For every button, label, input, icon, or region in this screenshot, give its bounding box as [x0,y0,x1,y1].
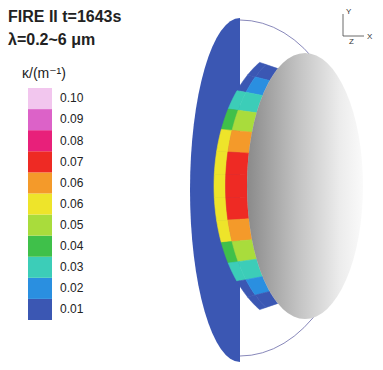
tick-label: 0.10 [60,91,84,105]
colorbar-swatch [28,151,52,172]
colorbar-tick: 0.07 [60,155,84,169]
triad-label: Y [346,7,352,16]
tick-label: 0.05 [60,218,84,232]
colorbar-swatch [28,130,52,151]
colorbar-tick: 0.08 [60,134,84,148]
colorbar-tick: 0.02 [60,281,84,295]
tick-label: 0.08 [60,134,84,148]
colorbar-swatch [28,278,52,299]
colorbar-tick: 0.04 [60,239,84,253]
colorbar-swatch [28,236,52,257]
colorbar-swatch [28,299,52,320]
contour-cell [226,152,249,175]
colorbar-tick: 0.09 [60,112,84,126]
tick-label: 0.07 [60,155,84,169]
triad-label: X [367,32,373,41]
colorbar-tick: 0.05 [60,218,84,232]
contour-cell [214,174,226,197]
colorbar-tick: 0.06 [60,197,84,211]
capsule [247,53,363,319]
colorbar: 0.01 0.02 0.03 0.04 0.05 0.06 0.06 0.07 0.08 0.09… [28,88,84,320]
colorbar-swatch [28,172,52,193]
tick-label: 0.02 [60,281,84,295]
tick-label: 0.03 [60,260,84,274]
contour-cell [228,219,252,242]
contour-cell [226,175,248,198]
contour-cell [226,197,249,220]
colorbar-tick: 0.03 [60,260,84,274]
colorbar-tick: 0.01 [60,302,84,316]
figure: FIRE II t=1643s λ=0.2~6 μm κ/(m⁻¹) 0.01 0.02… [0,0,383,370]
colorbar-swatch [28,193,52,214]
tick-label: 0.06 [60,197,84,211]
tick-label: 0.01 [60,302,84,316]
title: FIRE II t=1643s [8,8,121,25]
subtitle: λ=0.2~6 μm [8,31,95,48]
triad-label: Z [349,37,354,46]
colorbar-swatch [28,109,52,130]
tick-label: 0.09 [60,112,84,126]
plot-area [190,18,363,362]
colorbar-swatch [28,257,52,278]
tick-label: 0.04 [60,239,84,253]
colorbar-tick: 0.06 [60,176,84,190]
triad-lines [343,14,364,36]
colorbar-title: κ/(m⁻¹) [22,65,66,81]
tick-label: 0.06 [60,176,84,190]
colorbar-swatch [28,88,52,109]
axis-triad: Y Z X [343,7,373,46]
contour-cell [228,130,252,153]
colorbar-swatch [28,215,52,236]
colorbar-tick: 0.10 [60,91,84,105]
